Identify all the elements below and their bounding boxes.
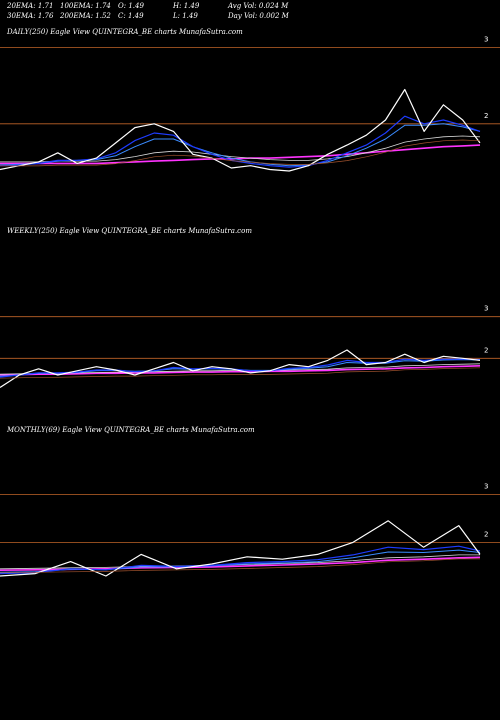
daily-series-shadow [0, 139, 481, 167]
weekly-series-ema200 [0, 365, 481, 376]
stat-low: L: 1.49 [173, 12, 198, 20]
stat-ema30: 30EMA: 1.76 [7, 12, 54, 20]
monthly-series-shadow [0, 558, 480, 574]
weekly-panel-title: WEEKLY(250) Eagle View QUINTEGRA_BE char… [7, 227, 252, 235]
weekly-chart: 32 [0, 305, 500, 389]
monthly-series-ema20 [0, 545, 481, 575]
weekly-tick-label-2: 2 [484, 346, 488, 354]
daily-series-ema100 [0, 135, 481, 163]
monthly-tick-label-3: 3 [484, 482, 488, 490]
stat-day-vol: Day Vol: 0.002 M [228, 12, 289, 20]
weekly-series-shadow [0, 367, 481, 379]
monthly-tick-label-2: 2 [484, 530, 488, 538]
monthly-panel-title: MONTHLY(69) Eagle View QUINTEGRA_BE char… [7, 426, 255, 434]
stat-open: O: 1.49 [118, 2, 144, 10]
stat-ema20: 20EMA: 1.71 [7, 2, 54, 10]
daily-series-ema200 [0, 144, 481, 165]
monthly-series-price [0, 520, 481, 577]
stat-ema100: 100EMA: 1.74 [60, 2, 111, 10]
stat-high: H: 1.49 [173, 2, 200, 10]
stat-close: C: 1.49 [118, 12, 144, 20]
weekly-tick-label-3: 3 [484, 305, 488, 313]
daily-series-ema30 [0, 123, 481, 167]
monthly-chart: 32 [0, 482, 500, 577]
daily-chart: 32 [0, 36, 500, 172]
daily-tick-label-2: 2 [484, 112, 488, 120]
weekly-series-price [0, 349, 481, 389]
stat-avg-vol: Avg Vol: 0.024 M [228, 2, 289, 10]
daily-panel-title: DAILY(250) Eagle View QUINTEGRA_BE chart… [7, 28, 243, 36]
stat-ema200: 200EMA: 1.52 [60, 12, 111, 20]
daily-series-price [0, 88, 481, 172]
daily-tick-label-3: 3 [484, 36, 488, 44]
weekly-series-ema20 [0, 358, 481, 378]
daily-series-ema20 [0, 115, 481, 168]
